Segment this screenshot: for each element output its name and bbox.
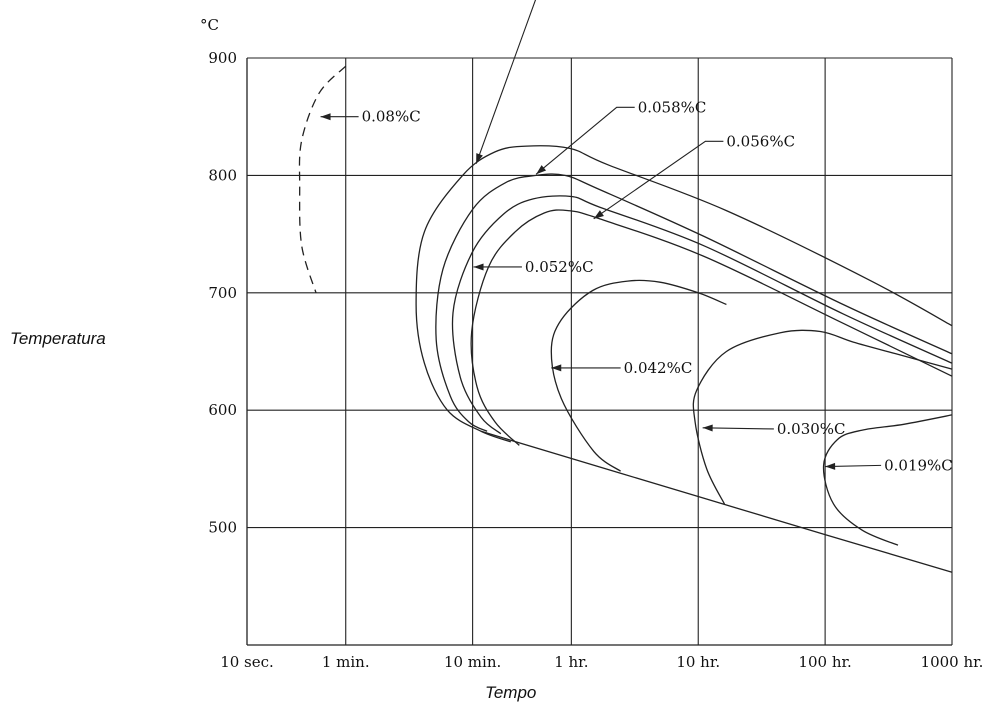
label-leader-line — [475, 0, 537, 164]
y-tick-label: 800 — [208, 166, 237, 184]
grid — [247, 57, 953, 645]
arrowhead — [825, 462, 836, 470]
curve-label: 0.08%C — [362, 108, 421, 126]
y-tick-label: 900 — [208, 49, 237, 67]
arrowhead — [702, 424, 713, 432]
y-tick-label: 500 — [208, 519, 237, 537]
curve-0-052-C — [470, 209, 953, 446]
arrowhead — [551, 364, 562, 372]
curve-label: 0.019%C — [884, 456, 953, 474]
label-leader-line — [535, 106, 635, 175]
arrowhead — [593, 210, 604, 219]
y-tick-label: 700 — [208, 284, 237, 302]
y-tick-label: 600 — [208, 401, 237, 419]
label-leader-line — [593, 140, 724, 220]
curve-0-030-C — [692, 329, 953, 505]
arrowhead — [536, 165, 547, 175]
y-axis-label: Temperatura — [10, 329, 106, 348]
x-tick-label: 1000 hr. — [921, 653, 984, 671]
curve-label: 0.058%C — [638, 98, 707, 116]
curve-0-056-C — [451, 195, 953, 435]
curve-0-042-C — [550, 279, 727, 472]
x-tick-label: 1 min. — [322, 653, 370, 671]
tick-labels: 10 sec. 1 min. 10 min. 1 hr. 10 hr. 100 hr. 10… — [208, 49, 983, 671]
curve-0-08-C — [298, 65, 347, 293]
curve-0-062-C — [415, 145, 953, 443]
curve-0-019-C — [822, 414, 953, 546]
curve-labels: 0.08%C0.062%C0.058%C0.056%C0.052%C0.042%… — [320, 0, 953, 474]
x-tick-label: 1 hr. — [554, 653, 588, 671]
y-unit-label: °C — [200, 16, 219, 34]
x-axis-label: Tempo — [485, 683, 536, 702]
arrowhead — [476, 153, 483, 164]
x-tick-label: 10 hr. — [676, 653, 720, 671]
lower-boundary-line — [480, 430, 953, 573]
curve-label: 0.052%C — [525, 258, 594, 276]
curves — [298, 65, 953, 573]
curve-0-058-C — [435, 173, 953, 432]
label-leader-line — [702, 427, 774, 430]
curve-label: 0.030%C — [777, 420, 846, 438]
x-tick-label: 10 min. — [444, 653, 501, 671]
axes — [246, 58, 952, 646]
curve-label: 0.056%C — [726, 132, 795, 150]
arrowhead — [320, 113, 331, 121]
x-tick-label: 10 sec. — [220, 653, 274, 671]
curve-label: 0.042%C — [624, 359, 693, 377]
x-tick-label: 100 hr. — [798, 653, 851, 671]
arrowhead — [473, 263, 484, 271]
